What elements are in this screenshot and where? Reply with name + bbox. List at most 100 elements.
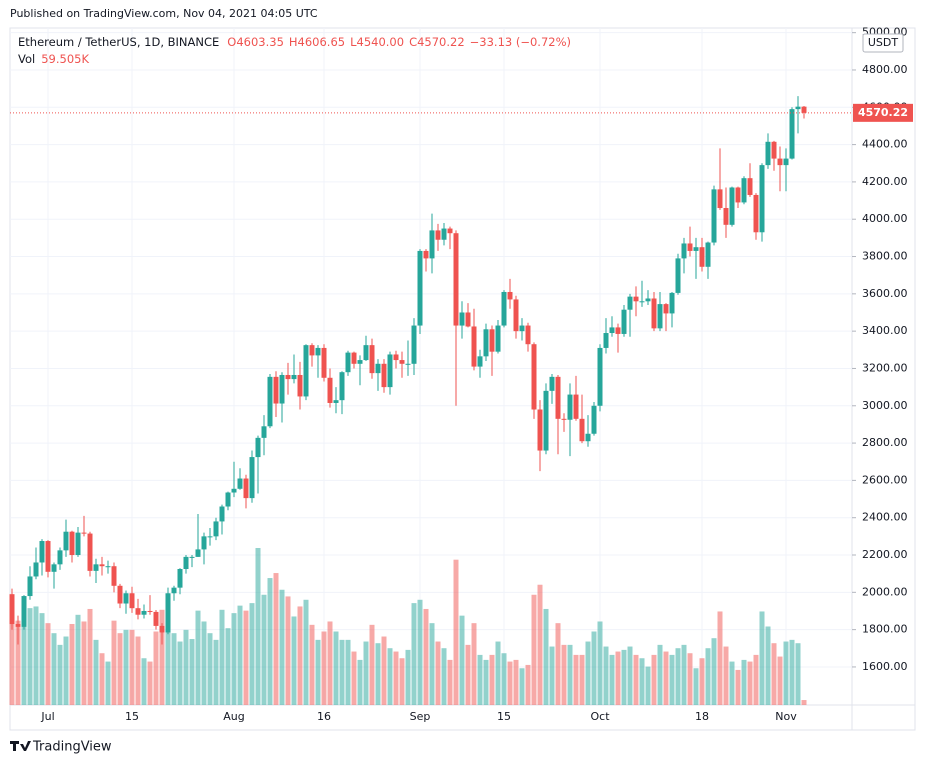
volume-bar xyxy=(45,623,51,705)
volume-bar xyxy=(567,644,573,705)
volume-bar xyxy=(645,666,651,705)
candle-body xyxy=(783,158,789,166)
candle-body xyxy=(753,194,759,233)
candle-body xyxy=(645,298,651,302)
candle-body xyxy=(111,566,117,586)
candle-body xyxy=(99,564,105,567)
volume-bar xyxy=(339,639,345,705)
volume-bar xyxy=(639,658,645,705)
candle-body xyxy=(663,304,669,314)
y-tick-label: 3600.00 xyxy=(862,287,908,300)
candle-body xyxy=(261,426,267,438)
volume-bar xyxy=(687,653,693,705)
volume-bar xyxy=(225,628,231,705)
volume-bar xyxy=(477,654,483,705)
candle-body xyxy=(615,327,621,334)
volume-value: 59.505K xyxy=(41,52,89,66)
candle-body xyxy=(381,363,387,388)
candle-body xyxy=(417,250,423,326)
volume-bar xyxy=(459,615,465,705)
candle-body xyxy=(435,230,441,240)
volume-bar xyxy=(561,644,567,705)
candle-body xyxy=(729,187,735,225)
volume-bar xyxy=(321,631,327,705)
volume-bar xyxy=(609,654,615,705)
volume-bar xyxy=(483,659,489,705)
candle-body xyxy=(309,345,315,356)
candle-body xyxy=(291,374,297,380)
candle-body xyxy=(201,536,207,550)
currency[interactable]: USDT xyxy=(868,36,899,49)
candle-body xyxy=(57,550,63,565)
candle-body xyxy=(561,418,567,420)
volume-bar xyxy=(219,609,225,705)
volume-bar xyxy=(9,599,15,705)
candle-body xyxy=(483,329,489,357)
candle-body xyxy=(579,418,585,442)
volume-bar xyxy=(399,658,405,705)
volume-bar xyxy=(309,624,315,705)
candle-body xyxy=(669,292,675,314)
candle-body xyxy=(375,363,381,374)
volume-bar xyxy=(585,641,591,705)
volume-bar xyxy=(777,656,783,705)
candle-body xyxy=(315,347,321,356)
volume-bar xyxy=(507,661,513,705)
y-tick-label: 3200.00 xyxy=(862,361,908,374)
candle-body xyxy=(321,347,327,378)
volume-bar xyxy=(183,629,189,705)
volume-pane xyxy=(9,548,807,705)
candle-body xyxy=(351,352,357,364)
candle-body xyxy=(63,531,69,551)
volume-bar xyxy=(465,644,471,705)
volume-bar xyxy=(741,659,747,705)
candle-body xyxy=(345,352,351,373)
candle-body xyxy=(369,345,375,374)
volume-bar xyxy=(129,629,135,705)
candle-body xyxy=(573,394,579,419)
candle-body xyxy=(123,593,129,604)
change: −33.13 (−0.72%) xyxy=(470,35,571,49)
volume-bar xyxy=(51,633,57,705)
candle-body xyxy=(399,360,405,364)
volume-bar xyxy=(165,596,171,705)
candle-body xyxy=(255,437,261,458)
x-tick-label: Jul xyxy=(40,710,54,723)
volume-bar xyxy=(135,636,141,705)
volume-bar xyxy=(471,623,477,705)
volume-bar xyxy=(357,659,363,705)
volume-bar xyxy=(693,668,699,705)
currency-box[interactable] xyxy=(862,33,904,53)
candle-body xyxy=(267,376,273,427)
volume-bar xyxy=(531,594,537,705)
volume-bar xyxy=(69,623,75,705)
volume-bar xyxy=(525,664,531,705)
volume-bar xyxy=(87,608,93,705)
candle-body xyxy=(135,608,141,615)
volume-bar xyxy=(15,620,21,705)
candle-body xyxy=(507,291,513,300)
volume-bar xyxy=(417,599,423,705)
volume-bar xyxy=(651,654,657,705)
candle-body xyxy=(603,333,609,348)
candle-body xyxy=(759,165,765,233)
volume-bar xyxy=(747,661,753,705)
volume-bar xyxy=(21,615,27,705)
candle-body xyxy=(699,247,705,267)
volume-bar xyxy=(255,548,261,705)
candle-body xyxy=(771,141,777,159)
candle-body xyxy=(585,433,591,442)
volume-bar xyxy=(411,603,417,705)
y-tick-label: 2200.00 xyxy=(862,548,908,561)
chart-frame xyxy=(9,27,916,731)
volume-bar xyxy=(177,641,183,705)
x-tick-label: Sep xyxy=(410,710,431,723)
candle-body xyxy=(735,187,741,203)
volume-bar xyxy=(207,633,213,705)
volume-bar xyxy=(423,608,429,705)
x-tick-label: 16 xyxy=(317,710,331,723)
candle-body xyxy=(597,347,603,406)
volume-title: Vol xyxy=(18,52,35,66)
candle-body xyxy=(363,345,369,361)
